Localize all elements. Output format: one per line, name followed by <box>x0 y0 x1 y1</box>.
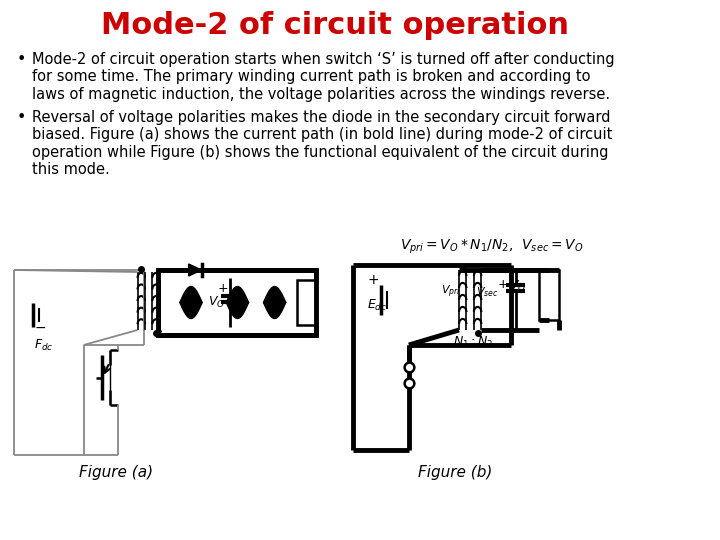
Text: $F_{dc}$: $F_{dc}$ <box>35 338 54 353</box>
Text: $V_{pri} = V_O*N_1/N_2$,  $V_{sec}= V_O$: $V_{pri} = V_O*N_1/N_2$, $V_{sec}= V_O$ <box>400 238 583 256</box>
Text: •: • <box>17 52 26 67</box>
Text: $V_O$: $V_O$ <box>208 294 225 309</box>
Bar <box>539 270 559 320</box>
Text: $-$: $-$ <box>35 320 47 334</box>
Text: $V_O$: $V_O$ <box>509 279 526 294</box>
Text: $+$: $+$ <box>367 273 379 287</box>
Text: •: • <box>17 110 26 125</box>
Text: Mode-2 of circuit operation: Mode-2 of circuit operation <box>101 10 569 39</box>
Text: Figure (a): Figure (a) <box>79 464 153 480</box>
Bar <box>158 270 316 335</box>
Text: $E_{dc}$: $E_{dc}$ <box>367 298 387 313</box>
Text: Figure (b): Figure (b) <box>418 464 492 480</box>
Polygon shape <box>189 264 202 276</box>
Text: $+$: $+$ <box>217 281 228 294</box>
Text: $V_{pri}$: $V_{pri}$ <box>441 284 462 300</box>
Bar <box>297 280 316 325</box>
Text: Reversal of voltage polarities makes the diode in the secondary circuit forward
: Reversal of voltage polarities makes the… <box>32 110 612 177</box>
Text: Mode-2 of circuit operation starts when switch ‘S’ is turned off after conductin: Mode-2 of circuit operation starts when … <box>32 52 614 102</box>
Text: $V_{sec}$: $V_{sec}$ <box>476 285 498 299</box>
Text: $N_1:N_2$: $N_1:N_2$ <box>454 334 494 349</box>
Text: $+$: $+$ <box>497 278 508 291</box>
